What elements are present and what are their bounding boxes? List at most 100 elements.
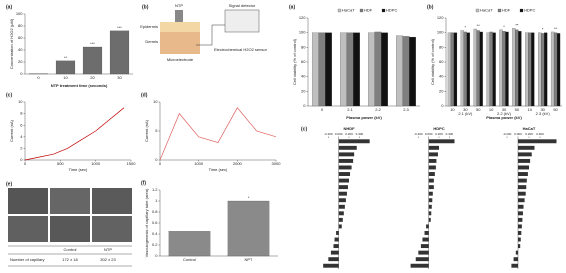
legend-label: HDPC [386,8,397,13]
bar [453,32,458,107]
wire [196,24,225,46]
bar [428,165,436,170]
x-tick-label: 20 [90,75,95,80]
bar [428,145,439,150]
x-group-label: 2.1 (kV) [458,111,473,116]
bar [518,211,523,216]
panel-label: (a) [6,4,12,10]
bar [428,139,455,144]
bar [338,139,370,144]
bar [353,32,360,107]
bar [460,30,464,107]
panel-label: (a) [289,4,295,10]
bar [518,231,522,235]
x-tick-label: 30 [540,107,545,112]
dermis [160,32,200,54]
bar [518,152,532,157]
y-tick-label: 60 [301,59,306,64]
table-cell: 172 ± 18 [62,257,78,262]
bar [541,33,545,107]
x-tick-label: 30 [463,107,468,112]
bar [368,32,375,107]
image-panel: (e) Control NTP Number of capillary 172 … [6,181,132,267]
legend-label: HDF [364,8,373,13]
bar [227,200,270,257]
bar [410,263,429,268]
y-tick-label: 0 [441,103,444,108]
annotation: ** [515,22,519,27]
x-tick-label: 50 [553,107,558,112]
x-tick-label: -0.200 [503,132,512,136]
y-axis-label: Cell viability (% of control) [292,38,297,85]
bar [424,231,429,235]
bar [340,32,347,107]
bar [466,32,470,107]
x-tick-label: 10 [63,75,68,80]
x-tick-label: NPT [245,257,254,262]
detector [224,9,260,33]
x-tick-label: 0.200 [345,132,353,136]
bar [505,31,509,107]
micrograph [50,216,90,242]
bar [338,178,349,183]
bar [479,31,483,107]
bar [550,31,555,107]
label: Dermis [145,39,158,44]
chart-title: NHDF [343,126,355,131]
bar [473,28,477,107]
bar [518,185,527,190]
y-tick-label: 0.2 [152,242,158,247]
annotation: * [503,24,505,29]
schematic: (b) NTP Signal detector Epidermis Dermis… [140,3,267,62]
legend-label: HaCaT [342,8,355,13]
bar [518,165,529,170]
y-tick-label: 0.4 [152,231,158,236]
bar [476,30,480,107]
y-tick-label: 100 [16,11,23,16]
bar [544,32,548,107]
x-tick-label: 1500 [127,161,137,166]
bar [338,198,346,203]
ntp-device [175,10,183,22]
legend-swatch [497,8,502,13]
legend-label: HDPC [524,8,535,13]
legend-swatch [337,8,342,13]
y-tick-label: 0 [155,157,158,162]
x-tick-label: 500 [57,161,64,166]
y-axis-label: Cell viability (% of control) [430,38,435,85]
x-tick-label: 3000 [272,161,282,166]
y-tick-label: 60 [439,59,444,64]
y-tick-label: 0 [20,71,23,76]
x-tick-label: 2.1 [347,107,353,112]
y-tick-label: 40 [18,47,23,52]
bar [428,178,434,183]
x-tick-label: 10 [450,107,455,112]
bar [415,257,429,262]
bar [518,145,535,150]
bar [346,32,354,107]
bar [518,158,531,163]
micrograph [8,188,48,214]
legend-swatch [519,8,524,13]
bar [428,211,432,216]
bar [518,178,527,183]
bar [518,224,522,229]
bar [338,172,351,176]
panel-label: (c) [301,126,307,132]
bar [109,30,130,75]
micrograph [50,188,90,214]
x-tick-label: -0.200 [414,132,423,136]
y-tick-label: 80 [439,44,444,49]
bar [502,31,506,107]
x-tick-label: 2000 [233,161,243,166]
bar [515,29,519,107]
y-tick-label: 100 [299,30,306,35]
x-tick-label: 0.400 [356,132,364,136]
panel-label: (d) [141,92,148,98]
y-tick-label: 5 [155,128,158,133]
annotation: * [465,25,467,30]
y-tick-label: 0.6 [152,220,158,225]
line [24,107,125,161]
bar [330,250,339,255]
bar [338,145,357,150]
